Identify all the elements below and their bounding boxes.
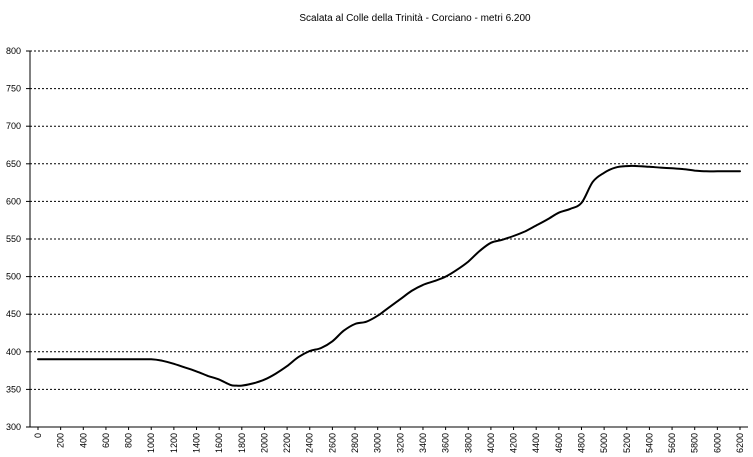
x-tick-label: 200 xyxy=(56,433,66,448)
x-tick-label: 1800 xyxy=(237,433,247,453)
y-tick-label: 300 xyxy=(6,422,21,432)
y-tick-label: 500 xyxy=(6,272,21,282)
x-tick-label: 1000 xyxy=(146,433,156,453)
y-tick-label: 400 xyxy=(6,347,21,357)
x-axis-labels: 0 200 400 600 800 1000 1200 1400 1600 1800 2000 220… xyxy=(33,427,745,453)
x-tick-label: 5600 xyxy=(667,433,677,453)
y-tick-label: 600 xyxy=(6,196,21,206)
x-tick-label: 2200 xyxy=(282,433,292,453)
x-tick-label: 3400 xyxy=(418,433,428,453)
x-tick-label: 3600 xyxy=(441,433,451,453)
x-tick-label: 3000 xyxy=(373,433,383,453)
x-tick-label: 0 xyxy=(33,433,43,438)
series-layer xyxy=(37,164,741,387)
x-tick-label: 6000 xyxy=(712,433,722,453)
y-tick-label: 550 xyxy=(6,234,21,244)
x-tick-label: 4800 xyxy=(576,433,586,453)
x-tick-label: 2800 xyxy=(350,433,360,453)
y-axis-labels: 300 350 400 450 500 550 600 650 700 750 800 xyxy=(6,46,30,432)
x-tick-label: 2000 xyxy=(259,433,269,453)
x-tick-label: 4400 xyxy=(531,433,541,453)
x-tick-label: 5800 xyxy=(690,433,700,453)
chart-title: Scalata al Colle della Trinità - Corcian… xyxy=(299,13,531,24)
x-tick-label: 3200 xyxy=(395,433,405,453)
grid-lines xyxy=(30,50,748,390)
x-tick-label: 4600 xyxy=(554,433,564,453)
x-tick-label: 2600 xyxy=(327,433,337,453)
y-tick-label: 650 xyxy=(6,159,21,169)
axes xyxy=(29,51,748,428)
x-tick-label: 5200 xyxy=(622,433,632,453)
x-tick-label: 1400 xyxy=(192,433,202,453)
y-tick-label: 750 xyxy=(6,84,21,94)
x-tick-label: 2400 xyxy=(305,433,315,453)
x-tick-label: 6200 xyxy=(735,433,745,453)
y-tick-label: 450 xyxy=(6,309,21,319)
x-tick-label: 600 xyxy=(101,433,111,448)
x-tick-label: 3800 xyxy=(463,433,473,453)
x-tick-label: 800 xyxy=(124,433,134,448)
x-tick-label: 4200 xyxy=(509,433,519,453)
x-tick-label: 1600 xyxy=(214,433,224,453)
x-tick-label: 4000 xyxy=(486,433,496,453)
elevation-line xyxy=(37,164,741,387)
y-tick-label: 350 xyxy=(6,384,21,394)
x-tick-label: 1200 xyxy=(169,433,179,453)
x-tick-label: 400 xyxy=(78,433,88,448)
x-tick-label: 5400 xyxy=(644,433,654,453)
y-tick-label: 800 xyxy=(6,46,21,56)
y-tick-label: 700 xyxy=(6,121,21,131)
x-tick-label: 5000 xyxy=(599,433,609,453)
